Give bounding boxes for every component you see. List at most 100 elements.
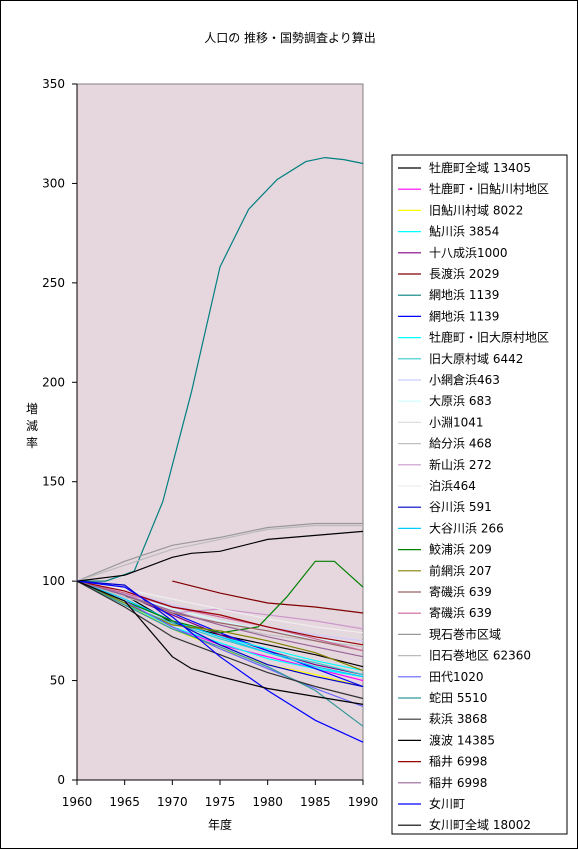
series-line bbox=[76, 580, 364, 672]
y-tick-label: 350 bbox=[42, 77, 65, 91]
legend-item: 谷川浜 591 bbox=[398, 500, 492, 514]
legend-label: 網地浜 1139 bbox=[429, 309, 499, 323]
y-tick-label: 250 bbox=[42, 276, 65, 290]
legend-item: 稲井 6998 bbox=[398, 755, 487, 769]
legend-label: 蛇田 5510 bbox=[429, 690, 487, 705]
legend-label: 萩浜 3868 bbox=[429, 712, 487, 726]
legend-label: 牡鹿町・旧鮎川村地区 bbox=[429, 181, 549, 196]
legend-item: 小網倉浜463 bbox=[398, 372, 500, 387]
series-line bbox=[76, 580, 364, 658]
series-line bbox=[76, 522, 363, 582]
legend-label: 鮎川浜 3854 bbox=[429, 225, 499, 239]
legend-label: 鮫浦浜 209 bbox=[429, 542, 492, 557]
legend-label: 渡波 14385 bbox=[429, 732, 495, 747]
legend-box bbox=[391, 154, 568, 835]
x-tick-label: 1980 bbox=[252, 795, 283, 809]
x-tick-label: 1965 bbox=[109, 795, 140, 809]
legend-item: 現石巻市区域 bbox=[398, 626, 501, 641]
y-axis-label-char: 率 bbox=[26, 435, 38, 450]
legend-item: 旧大原村域 6442 bbox=[398, 352, 523, 366]
legend-item: 網地浜 1139 bbox=[398, 309, 499, 323]
y-axis-label-char: 減 bbox=[26, 418, 38, 433]
legend-item: 大谷川浜 266 bbox=[398, 521, 504, 535]
legend-item: 長渡浜 2029 bbox=[398, 266, 499, 281]
series-line bbox=[76, 580, 364, 634]
legend-label: 小網倉浜463 bbox=[429, 372, 500, 387]
chart-title: 人口の 推移・国勢調査より算出 bbox=[204, 30, 376, 45]
series-line bbox=[76, 524, 363, 582]
x-tick-label: 1975 bbox=[205, 795, 236, 809]
legend-item: 寄磯浜 639 bbox=[398, 605, 492, 620]
y-tick-label: 0 bbox=[57, 773, 65, 787]
legend-item: 牡鹿町・旧鮎川村地区 bbox=[398, 181, 549, 196]
y-tick-label: 300 bbox=[42, 176, 65, 190]
legend-label: 現石巻市区域 bbox=[429, 626, 501, 641]
series-line bbox=[76, 530, 364, 582]
series-line bbox=[76, 580, 364, 700]
legend-item: 蛇田 5510 bbox=[398, 690, 487, 705]
x-axis-ticks: 1960 1965 1970 1975 1980 1985 1990 bbox=[62, 780, 379, 809]
legend-label: 旧石巻地区 62360 bbox=[429, 649, 531, 663]
y-tick-label: 150 bbox=[42, 475, 65, 489]
legend-item: 女川町全域 18002 bbox=[398, 817, 531, 832]
legend-label: 寄磯浜 639 bbox=[429, 605, 492, 620]
x-axis-label: 年度 bbox=[208, 817, 232, 832]
y-tick-label: 100 bbox=[42, 574, 65, 588]
series-line bbox=[76, 580, 364, 652]
x-tick-label: 1985 bbox=[300, 795, 331, 809]
legend-label: 谷川浜 591 bbox=[429, 500, 492, 514]
plot-area bbox=[76, 83, 364, 781]
y-tick-label: 200 bbox=[42, 375, 65, 389]
series-line bbox=[76, 580, 364, 678]
legend-item: 鮫浦浜 209 bbox=[398, 542, 492, 557]
legend-label: 大原浜 683 bbox=[429, 394, 492, 408]
legend-item: 十八成浜1000 bbox=[398, 246, 508, 260]
series-line bbox=[172, 580, 364, 614]
legend-item: 旧石巻地区 62360 bbox=[398, 649, 531, 663]
y-axis-ticks: 0 50 100 150 200 250 300 350 bbox=[42, 77, 77, 787]
legend-label: 牡鹿町・旧大原村地区 bbox=[429, 330, 549, 345]
legend-label: 旧鮎川村域 8022 bbox=[429, 203, 523, 217]
series-line bbox=[76, 580, 364, 705]
legend-label: 女川町全域 18002 bbox=[429, 817, 531, 832]
legend-label: 牡鹿町全域 13405 bbox=[429, 160, 531, 175]
legend-label: 稲井 6998 bbox=[429, 755, 487, 769]
legend-item: 新山浜 272 bbox=[398, 457, 492, 472]
legend-item: 網地浜 1139 bbox=[398, 288, 499, 302]
legend-item: 前網浜 207 bbox=[398, 563, 492, 578]
legend-label: 十八成浜1000 bbox=[429, 246, 508, 260]
legend-item: 牡鹿町全域 13405 bbox=[398, 160, 531, 175]
legend-item: 稲井 6998 bbox=[398, 776, 487, 790]
y-axis-label: 増減率 bbox=[26, 402, 38, 450]
legend-item: 牡鹿町・旧大原村地区 bbox=[398, 330, 549, 345]
legend-label: 大谷川浜 266 bbox=[429, 521, 504, 535]
legend-item: 萩浜 3868 bbox=[398, 712, 487, 726]
legend-label: 泊浜464 bbox=[429, 479, 476, 493]
legend-label: 小淵1041 bbox=[429, 415, 484, 429]
legend-item: 小淵1041 bbox=[398, 415, 484, 429]
legend-label: 稲井 6998 bbox=[429, 776, 487, 790]
legend-label: 寄磯浜 639 bbox=[429, 584, 492, 599]
legend-item: 寄磯浜 639 bbox=[398, 584, 492, 599]
series-group bbox=[76, 156, 364, 743]
legend-item: 田代1020 bbox=[398, 670, 484, 684]
legend-item: 渡波 14385 bbox=[398, 732, 495, 747]
legend-item: 給分浜 468 bbox=[398, 437, 492, 451]
y-axis-label-char: 増 bbox=[26, 402, 38, 416]
legend-label: 旧大原村域 6442 bbox=[429, 352, 523, 366]
legend-item: 鮎川浜 3854 bbox=[398, 225, 499, 239]
legend-label: 田代1020 bbox=[429, 670, 484, 684]
legend-item: 女川町 bbox=[398, 796, 465, 811]
legend-label: 網地浜 1139 bbox=[429, 288, 499, 302]
legend-label: 給分浜 468 bbox=[429, 437, 492, 451]
series-line bbox=[76, 580, 364, 646]
series-line bbox=[76, 580, 364, 727]
series-line bbox=[76, 580, 364, 688]
legend-item: 大原浜 683 bbox=[398, 394, 492, 408]
x-tick-label: 1990 bbox=[348, 795, 379, 809]
y-tick-label: 50 bbox=[50, 674, 65, 688]
x-tick-label: 1960 bbox=[62, 795, 93, 809]
legend-label: 前網浜 207 bbox=[429, 563, 492, 578]
